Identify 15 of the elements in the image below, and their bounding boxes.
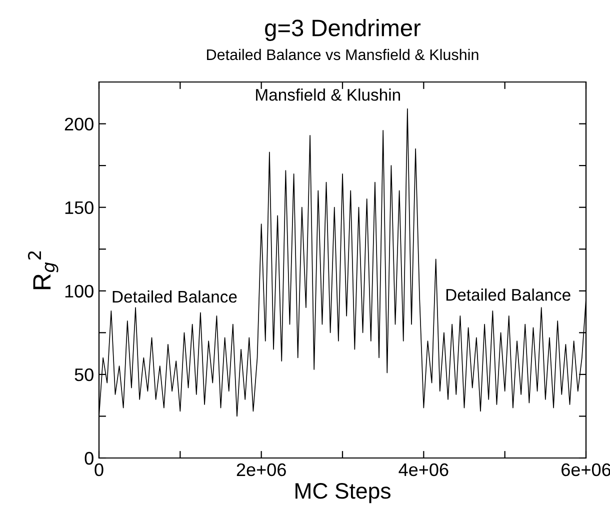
y-tick-label: 200 [64,118,94,130]
x-tick-label: 0 [94,463,104,476]
annotation: Detailed Balance [446,288,570,301]
x-tick-label: 4e+06 [398,463,448,476]
chart-title: g=3 Dendrimer [265,18,421,42]
x-tick-label: 2e+06 [236,463,286,476]
y-axis-title: R$_{g}$$^{2}$ [28,251,58,290]
x-axis-title: MC Steps [296,483,390,504]
chart-subtitle: Detailed Balance vs Mansfield & Klushin [207,48,478,60]
annotation: Detailed Balance [112,290,237,303]
y-tick-label: 150 [65,201,94,214]
y-tick-label: 100 [65,284,94,298]
annotation: Mansfield & Klushin [256,88,400,101]
y-tick-label: 0 [84,452,94,465]
y-tick-label: 50 [74,368,94,382]
